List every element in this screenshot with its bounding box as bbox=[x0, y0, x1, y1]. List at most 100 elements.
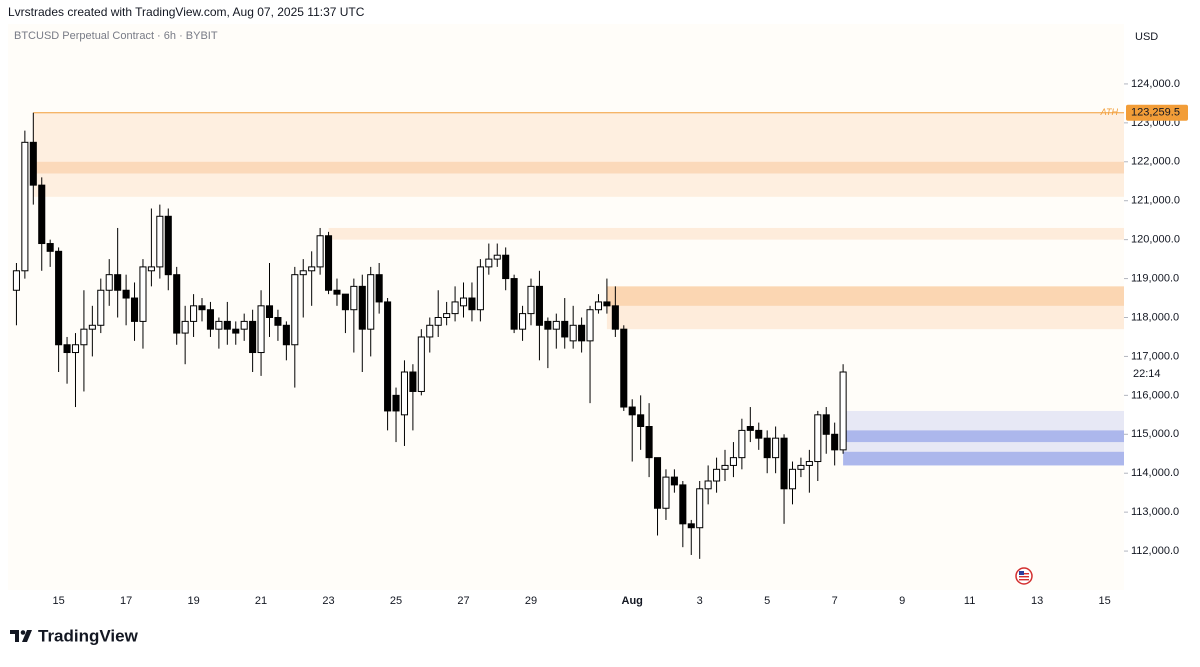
candle-body bbox=[29, 141, 37, 186]
candle-body bbox=[561, 320, 569, 338]
y-tick-label: 120,000.0 bbox=[1131, 234, 1180, 246]
candle-body bbox=[805, 461, 813, 466]
y-tick-label: 113,000.0 bbox=[1131, 506, 1179, 518]
y-axis-label: USD bbox=[1135, 31, 1158, 43]
candle-body bbox=[417, 336, 425, 392]
candle-body bbox=[55, 250, 63, 346]
candle-body bbox=[46, 243, 54, 252]
price-zone bbox=[33, 161, 1124, 174]
candle-body bbox=[662, 476, 670, 509]
candle-body bbox=[653, 457, 662, 509]
ath-price-label: 123,259.5 bbox=[1131, 107, 1180, 119]
candle-body bbox=[586, 309, 594, 342]
candle-body bbox=[510, 278, 518, 330]
brand-logo bbox=[10, 630, 32, 642]
candle-body bbox=[63, 344, 71, 354]
ath-price-tag bbox=[1126, 104, 1188, 121]
candle-body bbox=[308, 266, 316, 272]
candle-body bbox=[88, 324, 96, 330]
x-tick-label: 27 bbox=[457, 595, 469, 607]
candle-body bbox=[670, 476, 678, 486]
candle-body bbox=[139, 266, 147, 322]
candle-body bbox=[341, 293, 349, 311]
event-flag bbox=[1015, 567, 1033, 585]
candle-body bbox=[426, 324, 434, 338]
candle-body bbox=[257, 305, 265, 354]
x-tick-label: 15 bbox=[1098, 595, 1110, 607]
candle-body bbox=[282, 324, 290, 346]
candle-body bbox=[493, 254, 501, 260]
candle-body bbox=[130, 297, 139, 322]
candle-body bbox=[434, 317, 442, 326]
candle-body bbox=[578, 324, 586, 342]
x-tick-label: 7 bbox=[832, 595, 838, 607]
candle-body bbox=[274, 317, 282, 326]
candle-body bbox=[375, 274, 383, 303]
candle-body bbox=[232, 328, 240, 334]
candle-body bbox=[215, 320, 223, 330]
x-tick-label: 13 bbox=[1031, 595, 1043, 607]
candle-body bbox=[729, 457, 737, 466]
candle-body bbox=[265, 305, 274, 319]
candle-body bbox=[181, 320, 189, 334]
candle-body bbox=[190, 305, 198, 322]
y-tick-label: 121,000.0 bbox=[1131, 195, 1180, 207]
price-zone bbox=[843, 451, 1124, 466]
candle-body bbox=[637, 414, 645, 428]
candle-body bbox=[502, 254, 510, 280]
candle-body bbox=[12, 270, 20, 291]
y-tick-label: 115,000.0 bbox=[1131, 428, 1179, 440]
candle-body bbox=[476, 266, 484, 311]
price-zone bbox=[328, 227, 1125, 240]
candle-body bbox=[468, 297, 476, 311]
candle-body bbox=[527, 285, 535, 315]
candle-body bbox=[291, 274, 299, 346]
candle-body bbox=[443, 313, 451, 319]
candle-body bbox=[822, 414, 830, 435]
candle-body bbox=[206, 309, 214, 330]
candle-body bbox=[594, 301, 603, 311]
candle-body bbox=[299, 270, 307, 276]
candle-body bbox=[814, 414, 822, 463]
candle-body bbox=[451, 301, 459, 315]
candle-body bbox=[325, 235, 333, 291]
brand-name: TradingView bbox=[38, 626, 139, 645]
candle-body bbox=[797, 464, 805, 470]
candle-body bbox=[80, 328, 88, 346]
x-tick-label: 17 bbox=[120, 595, 132, 607]
candle-body bbox=[358, 285, 366, 330]
candle-body bbox=[696, 488, 704, 529]
candle-body bbox=[21, 141, 29, 272]
y-tick-label: 118,000.0 bbox=[1131, 311, 1179, 323]
x-tick-label: 25 bbox=[390, 595, 402, 607]
candle-body bbox=[367, 274, 375, 330]
candle-body bbox=[173, 274, 181, 334]
candle-body bbox=[240, 320, 248, 330]
candle-body bbox=[721, 464, 729, 470]
x-tick-label: 21 bbox=[255, 595, 267, 607]
credit: Lvrstrades created with TradingView.com,… bbox=[8, 5, 365, 19]
candle-body bbox=[763, 437, 771, 459]
x-tick-label: 9 bbox=[899, 595, 905, 607]
candle-body bbox=[788, 468, 797, 490]
candle-body bbox=[333, 289, 341, 295]
y-tick-label: 124,000.0 bbox=[1131, 78, 1180, 90]
candle-body bbox=[611, 305, 619, 330]
x-tick-label: 29 bbox=[525, 595, 537, 607]
candle-body bbox=[746, 426, 754, 431]
candle-body bbox=[569, 324, 577, 342]
candle-body bbox=[350, 285, 358, 311]
price-zone bbox=[606, 286, 1124, 306]
candle-body bbox=[755, 429, 763, 439]
candle-body bbox=[603, 301, 611, 307]
candle-body bbox=[409, 371, 417, 392]
candle-body bbox=[384, 301, 392, 412]
candle-body bbox=[38, 184, 46, 245]
candle-body bbox=[687, 523, 695, 529]
candle-body bbox=[831, 433, 839, 451]
price-zone bbox=[843, 430, 1124, 443]
candle-body bbox=[535, 285, 543, 326]
y-tick-label: 114,000.0 bbox=[1131, 467, 1179, 479]
